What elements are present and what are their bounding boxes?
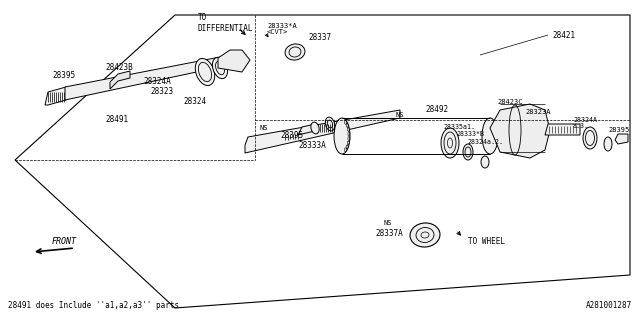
Text: A281001287: A281001287 <box>586 301 632 310</box>
Text: 28324A
a.3.: 28324A a.3. <box>573 116 597 130</box>
Polygon shape <box>218 50 250 72</box>
Ellipse shape <box>604 137 612 151</box>
Polygon shape <box>298 124 315 135</box>
Text: 28395: 28395 <box>608 127 629 133</box>
Text: NS: NS <box>260 125 269 131</box>
Text: 28337A: 28337A <box>375 228 403 237</box>
Text: NS: NS <box>383 220 392 226</box>
Text: 28335a1.: 28335a1. <box>443 124 475 130</box>
Text: 28491: 28491 <box>105 116 128 124</box>
Ellipse shape <box>212 57 228 79</box>
Text: 28333*A
<CVT>: 28333*A <CVT> <box>267 22 297 36</box>
Text: 28333A: 28333A <box>298 140 326 149</box>
Text: 28323A: 28323A <box>525 109 550 115</box>
Text: NS: NS <box>395 112 403 118</box>
Polygon shape <box>45 87 66 105</box>
Ellipse shape <box>311 122 319 134</box>
Text: 28491 does Include ''a1,a2,a3'' parts.: 28491 does Include ''a1,a2,a3'' parts. <box>8 301 184 310</box>
Ellipse shape <box>481 156 489 168</box>
Text: 28324A: 28324A <box>143 77 171 86</box>
Ellipse shape <box>325 117 335 131</box>
Polygon shape <box>110 71 130 89</box>
Ellipse shape <box>583 127 597 149</box>
Ellipse shape <box>482 118 498 154</box>
Ellipse shape <box>334 118 350 154</box>
Ellipse shape <box>195 59 214 85</box>
Text: TO WHEEL: TO WHEEL <box>468 237 505 246</box>
Ellipse shape <box>441 128 459 158</box>
Text: 28492: 28492 <box>425 106 448 115</box>
Ellipse shape <box>463 144 473 160</box>
Text: FRONT: FRONT <box>52 237 77 246</box>
Text: 28423B: 28423B <box>105 63 132 73</box>
Text: 28324a.2.: 28324a.2. <box>467 139 503 145</box>
Text: 28337: 28337 <box>308 33 331 42</box>
Polygon shape <box>615 134 628 144</box>
Text: 28395: 28395 <box>52 70 75 79</box>
Polygon shape <box>245 110 400 153</box>
Text: 28323: 28323 <box>150 87 173 97</box>
Text: 28395: 28395 <box>280 131 303 140</box>
Ellipse shape <box>285 44 305 60</box>
Polygon shape <box>490 104 550 158</box>
Text: 28423C: 28423C <box>497 99 522 105</box>
Polygon shape <box>65 57 220 100</box>
Ellipse shape <box>410 223 440 247</box>
Polygon shape <box>545 124 580 135</box>
Text: 28421: 28421 <box>552 30 575 39</box>
Text: TO
DIFFERENTIAL: TO DIFFERENTIAL <box>198 13 253 33</box>
Text: 28324: 28324 <box>183 98 206 107</box>
Text: 28333*B: 28333*B <box>456 131 484 137</box>
